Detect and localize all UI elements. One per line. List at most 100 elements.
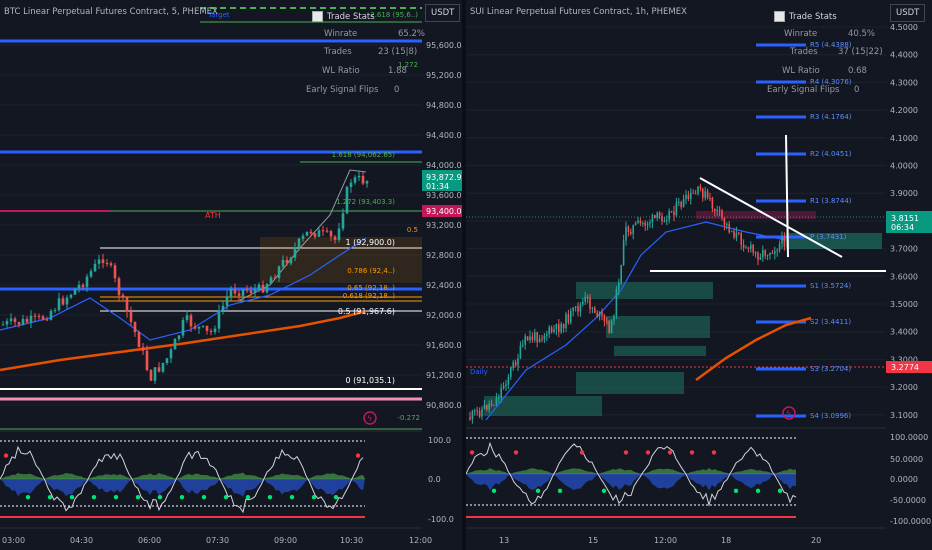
candle [9,318,13,322]
time-tick: 07:30 [206,536,229,545]
candle [37,316,41,318]
time-tick: 03:00 [2,536,25,545]
candle [301,235,305,239]
sui-chart-panel[interactable]: R5 (4.4388) R4 (4.3076) R3 (4.1764) R2 (4.0… [466,0,932,550]
candle [45,319,49,321]
panel-divider[interactable] [462,0,466,550]
candle [476,410,478,412]
candle [25,318,29,323]
osc-signal-dot [289,495,295,500]
candle [261,284,265,293]
sui-price-chart[interactable]: R5 (4.4388) R4 (4.3076) R3 (4.1764) R2 (4.0… [466,0,932,550]
candle [658,212,661,217]
candle [781,237,783,244]
current-price-timer: 06:34 [891,223,914,232]
candle [277,266,281,279]
lightning-icon[interactable] [782,406,796,420]
trendline-descending [699,177,843,258]
fib-2618-label: 2.618 (95,6..) [370,11,418,19]
candle [97,259,101,264]
osc-tick: -100.0000 [890,517,931,526]
candle [237,293,241,296]
candle [229,288,233,297]
candle [1,324,5,326]
fib-065-label: 0.65 (92,18..) [347,284,395,292]
osc-signal-dot [711,450,717,455]
supply-zone [696,211,816,219]
price-tick: 94,800.0 [426,101,462,110]
time-tick: 18 [721,536,731,545]
osc-blue-fill [0,479,365,497]
fib-1-label: 1 (92,900.0) [346,238,396,247]
time-tick: 09:00 [274,536,297,545]
candle [567,314,570,323]
trade-stats-header[interactable]: Trade Stats [312,11,375,22]
price-tick: 92,000.0 [426,311,462,320]
candle [321,230,325,232]
fib-1272-label: 1.272 (93,403.3) [336,198,395,206]
price-tick: 94,400.0 [426,131,462,140]
osc-signal-dot [601,488,607,493]
candle [634,223,637,226]
osc-signal-dot [777,488,783,493]
candle [574,306,577,308]
candle [534,332,536,341]
fib-0-label: 0 (91,035.1) [346,376,396,385]
lightning-icon[interactable] [363,411,377,425]
candle [615,289,618,316]
candle [584,296,586,302]
btc-chart-panel[interactable]: ATH 1.618 (94,062.65) 1.272 (93,403.3) 1… [0,0,462,550]
osc-signal-dot [135,495,141,500]
osc-signal-dot [267,495,273,500]
osc-tick: 50.0000 [890,455,923,464]
candle [570,310,572,323]
osc-signal-dot [689,450,695,455]
candle [675,202,678,216]
candle [101,259,105,264]
candle [5,321,9,325]
trade-stats-checkbox[interactable] [774,11,785,22]
candle [723,217,726,225]
wl-ratio-value: 1.88 [388,66,407,76]
btc-price-chart[interactable]: ATH 1.618 (94,062.65) 1.272 (93,403.3) 1… [0,0,462,550]
candle [685,194,687,200]
candle [153,367,157,381]
sui-currency-button[interactable]: USDT [890,4,926,22]
ma-orange [0,309,367,372]
early-signal-flips-value: 0 [854,85,860,95]
candle [608,321,610,333]
candle [125,296,129,312]
price-tick: 3.5000 [890,300,918,309]
osc-signal-dot [557,488,563,493]
winrate-value: 65.2% [398,29,426,39]
early-signal-flips-label: Early Signal Flips [306,85,379,95]
osc-green-fill [0,472,365,479]
pivot-label-r4: R4 (4.3076) [810,78,852,86]
pivot-label-s4: S4 (3.0996) [810,412,851,420]
candle [531,336,534,341]
candle [704,191,706,198]
current-price: 93,872.9 [426,173,462,182]
candle [361,175,365,184]
osc-green-fill [466,468,796,474]
trade-stats-header[interactable]: Trade Stats [774,11,837,22]
osc-signal-dot [579,450,585,455]
candle [649,222,651,224]
candle [337,228,341,240]
candle [618,282,620,290]
candle [690,192,692,200]
osc-signal-dot [223,495,229,500]
btc-trade-stats: Trade Stats Winrate 65.2% Trades 23 (15|… [300,0,430,100]
zone-4 [576,372,684,394]
candle [41,316,45,320]
candle [21,318,25,325]
early-signal-flips-value: 0 [394,85,400,95]
price-tick: 3.9000 [890,189,918,198]
btc-currency-button[interactable]: USDT [425,4,461,22]
candle [733,230,735,238]
candle [285,259,289,264]
candle [486,404,488,410]
price-tick: 94,000.0 [426,161,462,170]
candle [65,297,69,305]
trade-stats-checkbox[interactable] [312,11,323,22]
